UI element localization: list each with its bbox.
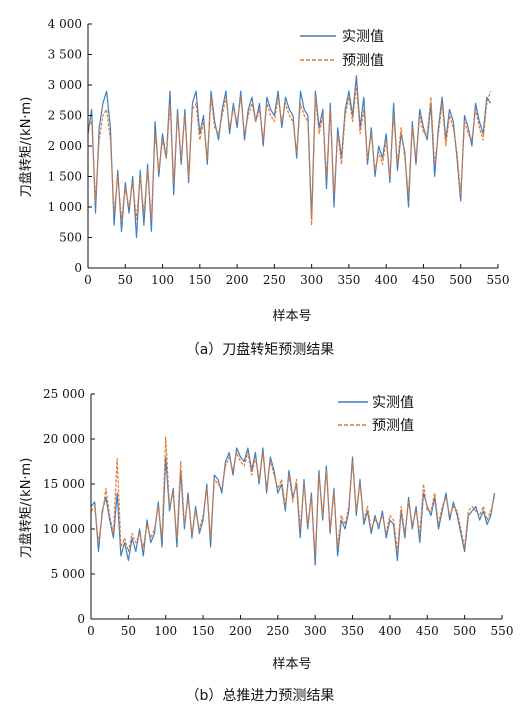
- x-tick-label: 500: [453, 624, 476, 638]
- x-tick-label: 400: [375, 273, 398, 287]
- x-tick-label: 200: [229, 624, 252, 638]
- y-tick-label: 2 500: [48, 109, 82, 123]
- x-tick-label: 0: [84, 273, 92, 287]
- panel-b-y-ticks: 0 5 000 10 000 15 000 20 000 25 000: [43, 387, 95, 626]
- y-tick-label: 3 500: [48, 48, 82, 62]
- panel-a-caption: （a）刀盘转矩预测结果: [186, 341, 335, 358]
- panel-b-y-axis-title: 刀盘转矩/(kN·m): [18, 458, 34, 559]
- series-line-measured: [90, 447, 496, 566]
- y-tick-label: 4 000: [48, 17, 82, 31]
- panel-a-x-ticks: 0 50 100 150 200 250 300 350 400 450 500 550: [84, 264, 509, 287]
- x-tick-label: 250: [266, 624, 289, 638]
- x-tick-label: 350: [341, 624, 364, 638]
- panel-b-x-ticks: 0 50 100 150 200 250 300 350 400 450 500 550: [87, 615, 513, 638]
- x-tick-label: 100: [154, 624, 177, 638]
- x-tick-label: 550: [491, 624, 514, 638]
- panel-b-legend: 实测值 预测值: [338, 395, 414, 434]
- series-line-predicted: [87, 84, 492, 226]
- x-tick-label: 200: [226, 273, 249, 287]
- y-tick-label: 10 000: [43, 522, 85, 536]
- panel-b-legend-label-predicted: 预测值: [372, 418, 414, 434]
- x-tick-label: 300: [300, 273, 323, 287]
- x-tick-label: 350: [337, 273, 360, 287]
- x-tick-label: 50: [121, 624, 136, 638]
- panel-a-y-axis-title: 刀盘转矩/(kN·m): [18, 97, 34, 198]
- y-tick-label: 0: [77, 612, 85, 626]
- panel-b-legend-label-measured: 实测值: [372, 395, 414, 411]
- panel-b-caption: （b）总推进力预测结果: [186, 688, 335, 704]
- panel-a-legend: 实测值 预测值: [300, 29, 384, 69]
- x-tick-label: 150: [192, 624, 215, 638]
- panel-a-y-ticks: 0 500 1 000 1 500 2 000 2 500 3 000 3 500 4 000: [48, 17, 92, 275]
- x-tick-label: 250: [263, 273, 286, 287]
- x-tick-label: 450: [412, 273, 435, 287]
- x-tick-label: 300: [304, 624, 327, 638]
- series-line-predicted: [90, 436, 496, 557]
- x-tick-label: 450: [416, 624, 439, 638]
- x-tick-label: 500: [449, 273, 472, 287]
- y-tick-label: 1 000: [48, 200, 82, 214]
- y-tick-label: 0: [74, 261, 82, 275]
- x-tick-label: 400: [378, 624, 401, 638]
- y-tick-label: 15 000: [43, 477, 85, 491]
- panel-a-legend-label-measured: 实测值: [342, 29, 384, 45]
- y-tick-label: 25 000: [43, 387, 85, 401]
- panel-a-x-axis-title: 样本号: [272, 309, 311, 324]
- panel-b-series-group: [90, 436, 496, 566]
- panel-a-series-group: [87, 75, 492, 239]
- panel-b: 0 50 100 150 200 250 300 350 400 450 500 550 0 5 000…: [18, 387, 513, 704]
- y-tick-label: 2 000: [48, 139, 82, 153]
- y-tick-label: 3 000: [48, 78, 82, 92]
- series-line-measured: [87, 75, 492, 239]
- y-tick-label: 1 500: [48, 170, 82, 184]
- x-tick-label: 50: [118, 273, 133, 287]
- y-tick-label: 20 000: [43, 432, 85, 446]
- panel-a: 0 50 100 150 200 250 300 350 400 450 500 550 0 500 1 …: [18, 17, 509, 358]
- x-tick-label: 100: [151, 273, 174, 287]
- x-tick-label: 0: [87, 624, 95, 638]
- x-tick-label: 550: [487, 273, 510, 287]
- panel-b-x-axis-title: 样本号: [272, 657, 311, 672]
- x-tick-label: 150: [188, 273, 211, 287]
- y-tick-label: 5 000: [51, 567, 85, 581]
- panel-a-legend-label-predicted: 预测值: [342, 53, 384, 69]
- y-tick-label: 500: [59, 231, 82, 245]
